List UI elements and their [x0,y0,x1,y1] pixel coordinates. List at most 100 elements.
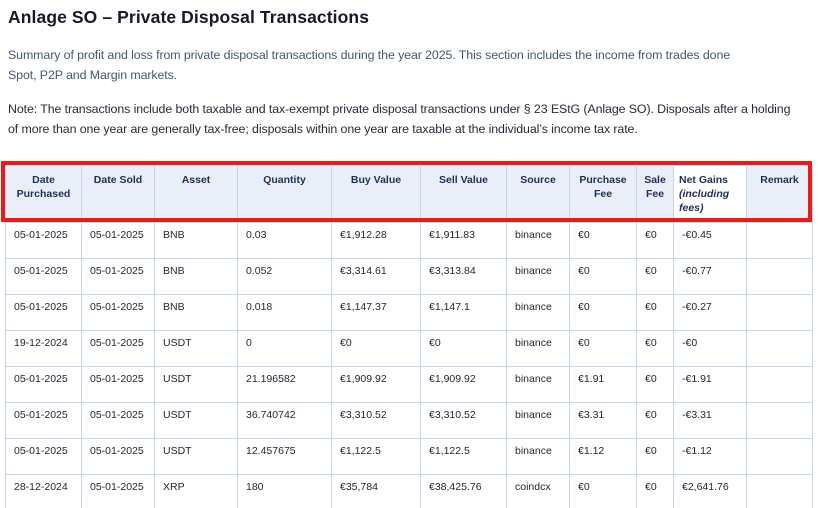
table-cell: USDT [154,402,238,439]
table-row: 05-01-2025 05-01-2025 USDT 12.457675 €1,122.… [5,438,813,475]
summary-line-2: Spot, P2P and Margin markets. [8,68,178,82]
page-title: Anlage SO – Private Disposal Transaction… [8,7,370,27]
summary-line-1: Summary of profit and loss from private … [8,48,731,62]
table-cell [746,402,813,439]
table-cell: €1,909.92 [420,366,507,403]
table-cell: BNB [154,222,238,259]
header-date-sold: Date Sold [81,165,155,223]
table-cell: €0 [569,258,637,295]
table-cell: 36.740742 [237,402,332,439]
table-cell: €0 [331,330,421,367]
table-cell: €1,122.5 [331,438,421,475]
table-cell: -€0.77 [673,258,747,295]
table-cell: €0 [569,222,637,259]
table-cell: 21.196582 [237,366,332,403]
table-cell: €0 [636,402,674,439]
table-cell: €3,310.52 [420,402,507,439]
table-row: 28-12-2024 05-01-2025 XRP 180 €35,784 €38,425… [5,474,813,508]
table-cell: €1.12 [569,438,637,475]
table-cell: binance [506,402,570,439]
table-cell: €1,912.28 [331,222,421,259]
table-cell: 05-01-2025 [5,258,82,295]
table-cell: 05-01-2025 [81,474,155,508]
table-row: 05-01-2025 05-01-2025 BNB 0.03 €1,912.28 €1,9… [5,222,813,259]
header-sell-value: Sell Value [420,165,507,223]
table-cell: 05-01-2025 [5,402,82,439]
table-cell: €1.91 [569,366,637,403]
table-cell: €1,911.83 [420,222,507,259]
header-net-gains: Net Gains (including fees) [673,165,747,223]
table-cell: 28-12-2024 [5,474,82,508]
note-text: Note: The transactions include both taxa… [8,99,790,139]
note-line-2: of more than one year are generally tax-… [8,122,638,136]
table-cell: €0 [636,330,674,367]
table-cell: binance [506,438,570,475]
header-sale-fee: Sale Fee [636,165,674,223]
summary-text: Summary of profit and loss from private … [8,45,730,85]
header-purchase-fee: Purchase Fee [569,165,637,223]
header-date-purchased: Date Purchased [5,165,82,223]
table-cell: BNB [154,294,238,331]
table-cell: 0 [237,330,332,367]
header-asset: Asset [154,165,238,223]
table-cell: 12.457675 [237,438,332,475]
table-cell: €1,122.5 [420,438,507,475]
table-cell: USDT [154,330,238,367]
note-line-1: Note: The transactions include both taxa… [8,102,791,116]
table-cell [746,294,813,331]
table-cell: €35,784 [331,474,421,508]
table-cell: 0.018 [237,294,332,331]
table-cell: binance [506,222,570,259]
table-cell [746,438,813,475]
table-cell: €0 [569,330,637,367]
table-cell: 05-01-2025 [81,258,155,295]
table-cell: binance [506,330,570,367]
table-cell: €3,313.84 [420,258,507,295]
table-body: 05-01-2025 05-01-2025 BNB 0.03 €1,912.28 €1,9… [5,222,813,508]
table-cell: 180 [237,474,332,508]
table-cell: 05-01-2025 [5,366,82,403]
table-row: 05-01-2025 05-01-2025 USDT 36.740742 €3,310.… [5,402,813,439]
table-row: 05-01-2025 05-01-2025 USDT 21.196582 €1,909.… [5,366,813,403]
table-cell: 05-01-2025 [81,330,155,367]
table-cell [746,474,813,508]
table-cell: €0 [636,366,674,403]
header-buy-value: Buy Value [331,165,421,223]
table-header-row: Date Purchased Date Sold Asset Quantity … [5,165,813,223]
header-quantity: Quantity [237,165,332,223]
header-net-gains-note: (including fees) [679,188,730,214]
table-cell: 05-01-2025 [81,294,155,331]
table-cell: €0 [636,294,674,331]
transactions-table: Date Purchased Date Sold Asset Quantity … [5,165,813,508]
header-remark: Remark [746,165,813,223]
table-cell: 05-01-2025 [5,294,82,331]
table-cell: €0 [636,258,674,295]
table-cell: 05-01-2025 [5,222,82,259]
table-cell: €3,310.52 [331,402,421,439]
table-cell [746,366,813,403]
table-cell: €0 [569,294,637,331]
table-cell: 05-01-2025 [81,366,155,403]
table-cell: €1,147.1 [420,294,507,331]
table-cell [746,330,813,367]
table-cell: €3,314.61 [331,258,421,295]
table-cell: -€1.91 [673,366,747,403]
table-cell: binance [506,294,570,331]
table-cell: XRP [154,474,238,508]
table-cell: €0 [636,438,674,475]
table-cell: €1,909.92 [331,366,421,403]
table-cell: €0 [636,474,674,508]
table-cell: BNB [154,258,238,295]
table-cell: -€0 [673,330,747,367]
table-cell: 0.03 [237,222,332,259]
header-net-gains-label: Net Gains [679,174,729,186]
table-row: 05-01-2025 05-01-2025 BNB 0.018 €1,147.37 €1,… [5,294,813,331]
table-cell: binance [506,366,570,403]
table-cell: 19-12-2024 [5,330,82,367]
table-cell: -€0.27 [673,294,747,331]
table-cell [746,222,813,259]
table-cell: coindcx [506,474,570,508]
table-cell: €1,147.37 [331,294,421,331]
table-cell: -€1.12 [673,438,747,475]
